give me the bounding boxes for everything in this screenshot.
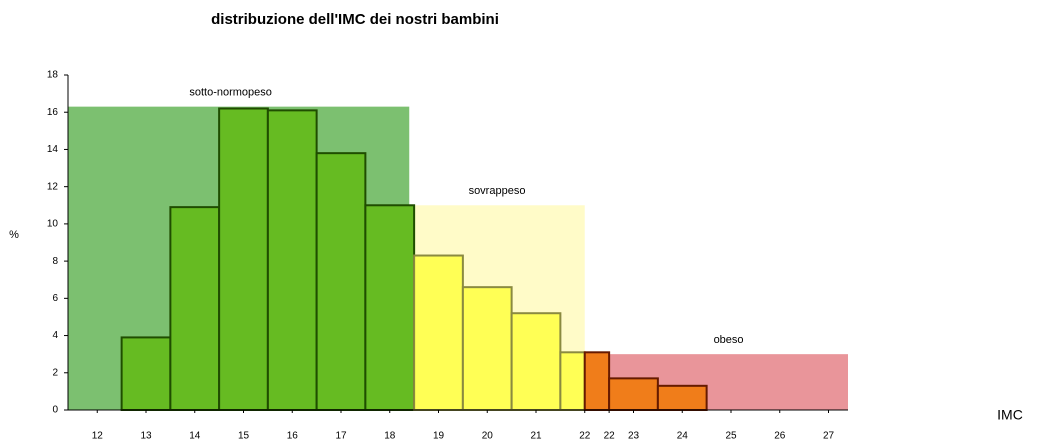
y-tick-label: 12 [47,181,59,192]
x-tick-label: 17 [335,431,347,441]
bar [656,384,708,411]
y-tick-label: 16 [47,107,59,118]
y-tick-label: 8 [52,256,58,267]
x-tick-label: 14 [189,431,201,441]
y-axis-label: % [9,229,19,241]
bar [559,351,586,411]
x-tick-label: 23 [628,431,640,441]
y-tick-label: 10 [47,219,59,230]
y-tick-label: 4 [52,330,58,341]
x-tick-label: 16 [287,431,299,441]
x-tick-label: 22 [604,431,616,441]
y-tick-label: 6 [52,293,58,304]
chart-title: distribuzione dell'IMC dei nostri bambin… [211,11,499,28]
bar [413,254,464,411]
x-tick-label: 27 [823,431,835,441]
zone-label: sotto-normopeso [189,87,272,99]
x-tick-label: 19 [433,431,445,441]
bar [461,286,513,411]
bar [120,336,172,411]
x-tick-label: 26 [774,431,786,441]
x-tick-label: 15 [238,431,250,441]
x-tick-label: 18 [384,431,396,441]
bar [583,351,611,411]
x-tick-label: 25 [725,431,737,441]
zone-label: sovrappeso [469,185,526,197]
x-axis-label: IMC [997,407,1023,423]
y-tick-label: 0 [52,405,58,416]
y-tick-label: 2 [52,367,58,378]
bar [218,107,269,411]
bar [608,377,659,412]
bar [364,204,416,411]
x-tick-label: 22 [579,431,591,441]
bar [510,312,562,412]
x-tick-label: 20 [482,431,494,441]
x-tick-label: 12 [92,431,104,441]
zone-label: obeso [714,334,744,346]
x-tick-label: 24 [677,431,689,441]
bar [169,206,221,411]
bar [315,152,367,412]
x-tick-label: 21 [530,431,542,441]
x-tick-label: 13 [140,431,152,441]
bar [266,109,318,411]
y-tick-label: 18 [47,70,59,81]
y-tick-label: 14 [47,144,59,155]
